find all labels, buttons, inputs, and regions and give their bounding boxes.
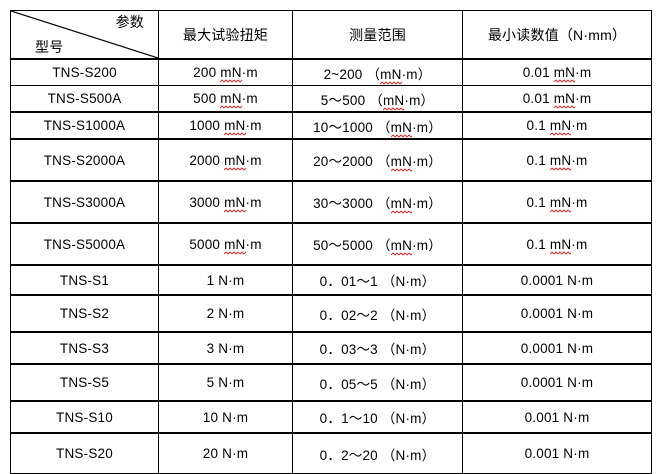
header-min-reading: 最小读数值（N·mm） <box>462 10 652 60</box>
table-header-row: 参数 型号 最大试验扭矩 测量范围 最小读数值（N·mm） <box>10 10 652 60</box>
cell-max-torque: 500 mN·m <box>158 85 293 113</box>
cell-max-torque: 10 N·m <box>158 400 293 434</box>
cell-model: TNS-S1 <box>10 264 159 296</box>
table-row: TNS-S10 10 N·m 0．1～10 （N·m） 0.001 N·m <box>10 400 652 434</box>
table-row: TNS-S500A 500 mN·m 5～500 （mN·m） 0.01 mN·… <box>10 85 652 113</box>
cell-min-reading: 0.01 mN·m <box>462 58 652 86</box>
cell-min-reading: 0.001 N·m <box>462 432 652 474</box>
cell-range: 2~200 （mN·m） <box>292 58 463 86</box>
spellcheck-underline: mN <box>224 236 246 255</box>
table-row: TNS-S3000A 3000 mN·m 30～3000 （mN·m） 0.1 … <box>10 180 652 224</box>
table-row: TNS-S2 2 N·m 0．02～2 （N·m） 0.0001 N·m <box>10 294 652 333</box>
spellcheck-underline: mN <box>390 238 413 256</box>
cell-range: 10～1000 （mN·m） <box>292 111 463 140</box>
header-max-torque: 最大试验扭矩 <box>158 10 293 60</box>
cell-min-reading: 0.0001 N·m <box>462 294 652 333</box>
diagonal-divider-line <box>11 11 158 58</box>
header-corner-cell: 参数 型号 <box>10 10 159 60</box>
cell-model: TNS-S5 <box>10 363 159 402</box>
table-row: TNS-S5 5 N·m 0．05～5 （N·m） 0.0001 N·m <box>10 363 652 402</box>
cell-range: 20～2000 （mN·m） <box>292 138 463 182</box>
cell-model: TNS-S5000A <box>10 222 159 266</box>
table-row: TNS-S200 200 mN·m 2~200 （mN·m） 0.01 mN·m <box>10 58 652 86</box>
cell-min-reading: 0.0001 N·m <box>462 363 652 402</box>
cell-model: TNS-S20 <box>10 432 159 474</box>
cell-max-torque: 3000 mN·m <box>158 180 293 224</box>
cell-model: TNS-S2 <box>10 294 159 333</box>
spellcheck-underline: mN <box>390 196 413 214</box>
header-parameter-label: 参数 <box>115 14 144 30</box>
cell-range: 0．03～3 （N·m） <box>292 331 463 365</box>
table-row: TNS-S5000A 5000 mN·m 50～5000 （mN·m） 0.1 … <box>10 222 652 266</box>
spellcheck-underline: mN <box>549 194 572 213</box>
spellcheck-underline: mN <box>549 152 572 171</box>
cell-model: TNS-S3 <box>10 331 159 365</box>
cell-max-torque: 1 N·m <box>158 264 293 296</box>
spellcheck-underline: mN <box>390 154 413 172</box>
spellcheck-underline: mN <box>380 66 402 85</box>
table-row: TNS-S1 1 N·m 0．01～1 （N·m） 0.0001 N·m <box>10 264 652 296</box>
table-row: TNS-S3 3 N·m 0．03～3 （N·m） 0.0001 N·m <box>10 331 652 365</box>
spellcheck-underline: mN <box>220 91 242 109</box>
cell-min-reading: 0.0001 N·m <box>462 264 652 296</box>
header-measuring-range: 测量范围 <box>292 10 463 60</box>
cell-min-reading: 0.01 mN·m <box>462 85 652 113</box>
cell-range: 0．1～10 （N·m） <box>292 400 463 434</box>
spellcheck-underline: mN <box>382 92 405 111</box>
spellcheck-underline: mN <box>549 118 572 136</box>
spellcheck-underline: mN <box>224 118 246 136</box>
cell-min-reading: 0.1 mN·m <box>462 138 652 182</box>
spellcheck-underline: mN <box>390 119 413 138</box>
cell-min-reading: 0.1 mN·m <box>462 180 652 224</box>
spellcheck-underline: mN <box>224 194 246 213</box>
cell-max-torque: 1000 mN·m <box>158 111 293 140</box>
spec-table-container: 参数 型号 最大试验扭矩 测量范围 最小读数值（N·mm） TNS-S200 2… <box>10 10 652 474</box>
cell-range: 0．2～20 （N·m） <box>292 432 463 474</box>
cell-model: TNS-S500A <box>10 85 159 113</box>
cell-max-torque: 200 mN·m <box>158 58 293 86</box>
torque-tester-spec-table: 参数 型号 最大试验扭矩 测量范围 最小读数值（N·mm） TNS-S200 2… <box>10 10 652 474</box>
table-row: TNS-S2000A 2000 mN·m 20～2000 （mN·m） 0.1 … <box>10 138 652 182</box>
cell-max-torque: 2 N·m <box>158 294 293 333</box>
spellcheck-underline: mN <box>553 65 576 83</box>
spellcheck-underline: mN <box>224 152 246 171</box>
cell-model: TNS-S2000A <box>10 138 159 182</box>
cell-model: TNS-S10 <box>10 400 159 434</box>
cell-range: 0．02～2 （N·m） <box>292 294 463 333</box>
cell-max-torque: 3 N·m <box>158 331 293 365</box>
spellcheck-underline: mN <box>549 236 572 255</box>
cell-min-reading: 0.001 N·m <box>462 400 652 434</box>
spellcheck-underline: mN <box>220 65 242 83</box>
table-row: TNS-S20 20 N·m 0．2～20 （N·m） 0.001 N·m <box>10 432 652 474</box>
table-body: 参数 型号 最大试验扭矩 测量范围 最小读数值（N·mm） TNS-S200 2… <box>10 10 652 474</box>
table-row: TNS-S1000A 1000 mN·m 10～1000 （mN·m） 0.1 … <box>10 111 652 140</box>
cell-model: TNS-S200 <box>10 58 159 86</box>
spellcheck-underline: mN <box>553 91 576 109</box>
cell-max-torque: 2000 mN·m <box>158 138 293 182</box>
cell-max-torque: 5 N·m <box>158 363 293 402</box>
cell-model: TNS-S3000A <box>10 180 159 224</box>
cell-min-reading: 0.1 mN·m <box>462 111 652 140</box>
cell-range: 30～3000 （mN·m） <box>292 180 463 224</box>
cell-range: 50～5000 （mN·m） <box>292 222 463 266</box>
header-model-label: 型号 <box>35 39 64 56</box>
cell-range: 5～500 （mN·m） <box>292 85 463 113</box>
cell-min-reading: 0.0001 N·m <box>462 331 652 365</box>
cell-range: 0．05～5 （N·m） <box>292 363 463 402</box>
cell-min-reading: 0.1 mN·m <box>462 222 652 266</box>
cell-max-torque: 5000 mN·m <box>158 222 293 266</box>
cell-model: TNS-S1000A <box>10 111 159 140</box>
cell-max-torque: 20 N·m <box>158 432 293 474</box>
cell-range: 0．01～1 （N·m） <box>292 264 463 296</box>
